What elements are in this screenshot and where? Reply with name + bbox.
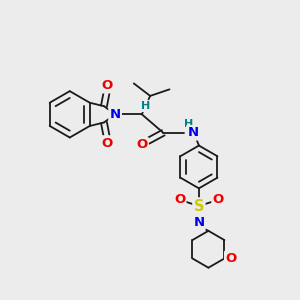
Text: H: H: [184, 119, 193, 129]
Text: O: O: [225, 252, 236, 265]
Text: N: N: [110, 108, 121, 121]
Text: O: O: [101, 136, 112, 149]
Text: O: O: [101, 79, 112, 92]
Text: H: H: [141, 101, 150, 111]
Text: N: N: [188, 126, 199, 139]
Text: O: O: [174, 193, 185, 206]
Text: O: O: [213, 193, 224, 206]
Text: S: S: [194, 199, 204, 214]
Text: O: O: [136, 138, 148, 151]
Text: N: N: [193, 216, 205, 229]
